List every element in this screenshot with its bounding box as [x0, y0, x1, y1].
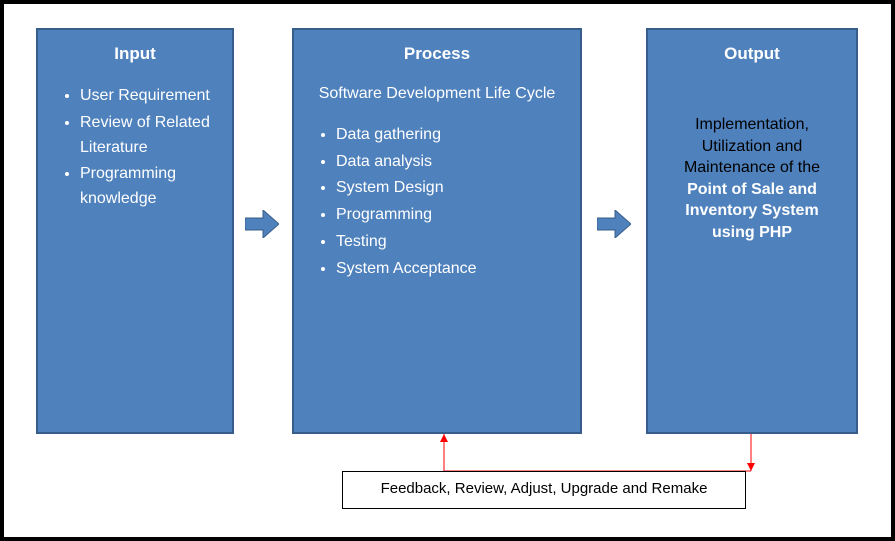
feedback-label: Feedback, Review, Adjust, Upgrade and Re…: [381, 480, 708, 497]
arrow-right-icon: [597, 210, 631, 238]
input-title: Input: [56, 44, 214, 64]
input-list: User Requirement Review of Related Liter…: [56, 84, 214, 212]
output-text-plain: Implementation, Utilization and Maintena…: [684, 116, 820, 176]
list-item: Data gathering: [336, 123, 562, 148]
arrow-right-icon: [245, 210, 279, 238]
list-item: System Acceptance: [336, 257, 562, 282]
diagram-canvas: Input User Requirement Review of Related…: [0, 0, 895, 541]
process-title: Process: [312, 44, 562, 64]
list-item: User Requirement: [80, 84, 214, 109]
output-box: Output Implementation, Utilization and M…: [646, 28, 858, 434]
process-box: Process Software Development Life Cycle …: [292, 28, 582, 434]
list-item: Programming: [336, 203, 562, 228]
list-item: Review of Related Literature: [80, 111, 214, 161]
list-item: Testing: [336, 230, 562, 255]
process-subtitle: Software Development Life Cycle: [312, 84, 562, 105]
output-text-bold: Point of Sale and Inventory System using…: [685, 181, 818, 241]
input-box: Input User Requirement Review of Related…: [36, 28, 234, 434]
list-item: Data analysis: [336, 150, 562, 175]
feedback-label-box: Feedback, Review, Adjust, Upgrade and Re…: [342, 471, 746, 509]
process-list: Data gathering Data analysis System Desi…: [312, 123, 562, 282]
output-title: Output: [666, 44, 838, 64]
list-item: System Design: [336, 176, 562, 201]
list-item: Programming knowledge: [80, 162, 214, 212]
output-text: Implementation, Utilization and Maintena…: [666, 114, 838, 244]
